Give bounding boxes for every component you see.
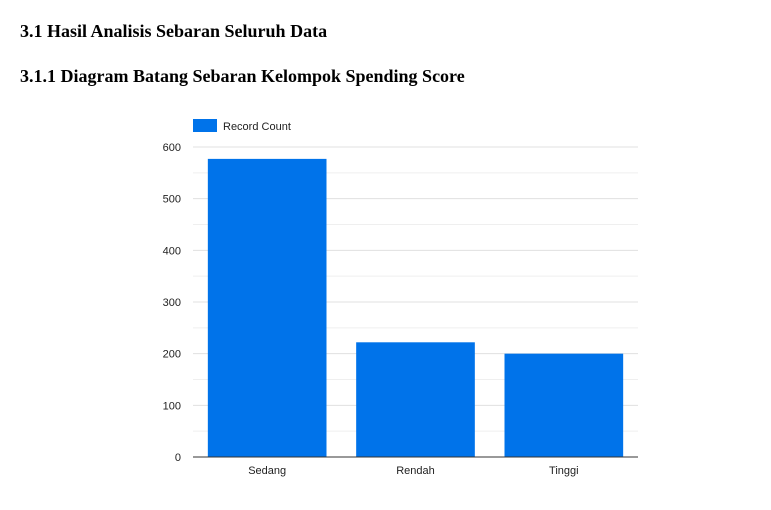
y-tick-label: 600: [163, 142, 181, 154]
subsection-heading: 3.1.1 Diagram Batang Sebaran Kelompok Sp…: [20, 66, 465, 86]
bar-tinggi: [504, 353, 624, 457]
bars: [207, 158, 624, 457]
axes: 0 100 200 300 400 500 600 Sedang Rendah Tinggi: [163, 142, 638, 477]
x-tick-label: Tinggi: [549, 465, 579, 477]
y-tick-label: 100: [163, 400, 181, 412]
y-tick-label: 500: [163, 194, 181, 206]
legend-swatch: [193, 119, 217, 132]
legend-label: Record Count: [223, 121, 291, 133]
legend: Record Count: [193, 119, 291, 133]
y-tick-label: 300: [163, 297, 181, 309]
y-tick-label: 400: [163, 245, 181, 257]
y-tick-label: 0: [175, 452, 181, 464]
x-tick-label: Rendah: [396, 465, 435, 477]
bar-sedang: [207, 158, 327, 457]
section-heading: 3.1 Hasil Analisis Sebaran Seluruh Data: [20, 21, 328, 41]
y-tick-label: 200: [163, 349, 181, 361]
x-tick-label: Sedang: [248, 465, 286, 477]
bar-rendah: [356, 342, 475, 457]
